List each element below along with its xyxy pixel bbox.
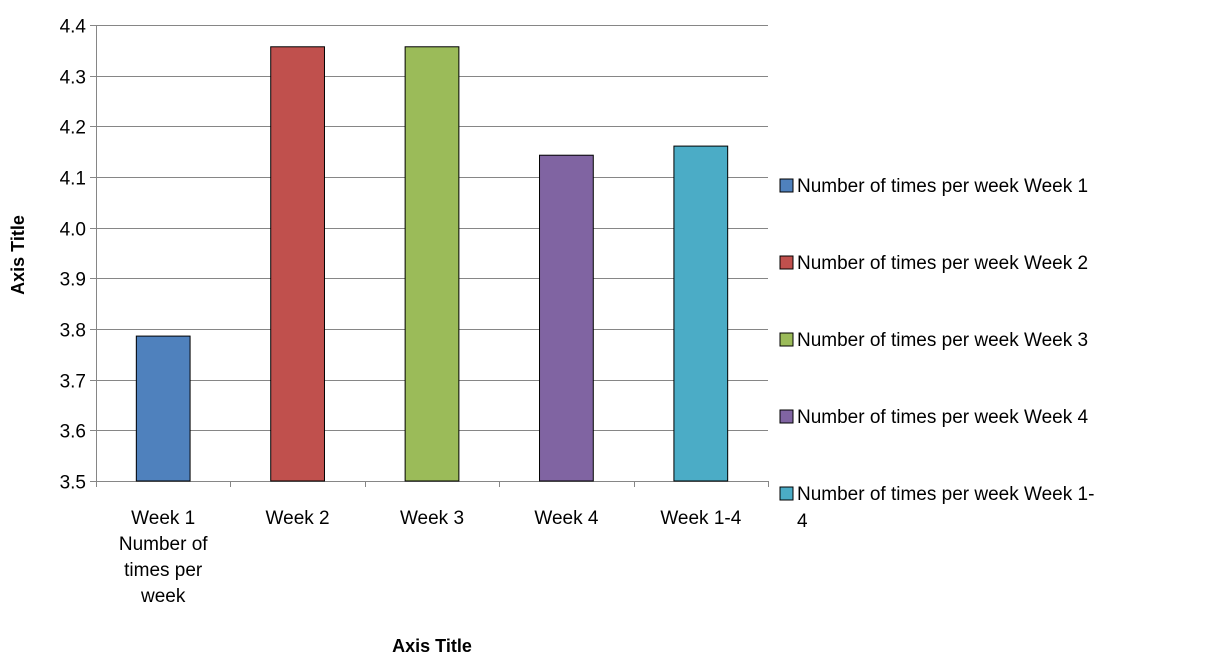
legend-swatch [779, 409, 794, 424]
y-tick-label: 4.3 [60, 68, 86, 89]
legend-label-line: Number of times per week Week 3 [797, 330, 1088, 351]
y-tick-label: 4.0 [60, 220, 86, 241]
y-tick-label: 4.1 [60, 169, 86, 190]
legend-swatch [779, 486, 794, 501]
y-axis-title: Axis Title [8, 215, 28, 295]
bar-2 [270, 46, 325, 482]
category-label: Week 2 [266, 508, 330, 529]
category-label: Week 4 [534, 508, 599, 529]
category-label-line: Week 2 [266, 508, 330, 529]
category-label-line: Week 4 [534, 508, 599, 529]
y-tick-label: 3.5 [60, 473, 86, 494]
category-label: Week 1 Number of times per week [119, 508, 208, 607]
category-label-line: week [140, 586, 186, 607]
bars [135, 46, 729, 482]
y-tick-labels: 3.5 3.6 3.7 3.8 3.9 4.0 4.1 4.2 4.3 4.4 [60, 17, 87, 494]
y-tick-label: 3.9 [60, 270, 86, 291]
legend-swatch [779, 255, 794, 270]
legend-swatch [779, 178, 794, 193]
category-label-line: times per [124, 560, 203, 581]
y-tick-label: 3.6 [60, 422, 86, 443]
category-label: Week 3 [400, 508, 464, 529]
legend: Number of times per week Week 1 Number of… [779, 176, 1094, 532]
bar-1 [135, 335, 191, 482]
legend-label: Number of times per week Week 4 [797, 407, 1089, 428]
legend-label: Number of times per week Week 1 [797, 176, 1088, 197]
bar-4 [539, 154, 594, 482]
legend-item-1: Number of times per week Week 1 [779, 176, 1088, 197]
y-tick-label: 4.4 [60, 17, 87, 38]
legend-label: Number of times per week Week 1- 4 [797, 484, 1094, 532]
legend-label-line: 4 [797, 511, 808, 532]
x-axis-title: Axis Title [392, 636, 472, 656]
legend-swatch [779, 332, 794, 347]
category-label-line: Week 3 [400, 508, 464, 529]
legend-label-line: Number of times per week Week 1 [797, 176, 1088, 197]
bar-3 [404, 46, 460, 482]
legend-item-5: Number of times per week Week 1- 4 [779, 484, 1094, 532]
category-label: Week 1-4 [660, 508, 741, 529]
y-tick-label: 3.8 [60, 321, 86, 342]
category-label-line: Number of [119, 534, 208, 555]
legend-label-line: Number of times per week Week 4 [797, 407, 1089, 428]
legend-item-2: Number of times per week Week 2 [779, 253, 1088, 274]
bar-5 [673, 145, 729, 482]
legend-label-line: Number of times per week Week 1- [797, 484, 1094, 505]
category-label-line: Week 1 [131, 508, 195, 529]
legend-item-3: Number of times per week Week 3 [779, 330, 1088, 351]
legend-item-4: Number of times per week Week 4 [779, 407, 1089, 428]
legend-label: Number of times per week Week 2 [797, 253, 1088, 274]
legend-label: Number of times per week Week 3 [797, 330, 1088, 351]
category-labels: Week 1 Number of times per week Week 2 Week 3… [119, 508, 742, 607]
legend-label-line: Number of times per week Week 2 [797, 253, 1088, 274]
y-tick-label: 3.7 [60, 372, 86, 393]
axes [96, 25, 769, 487]
category-label-line: Week 1-4 [660, 508, 741, 529]
y-tick-label: 4.2 [60, 118, 86, 139]
